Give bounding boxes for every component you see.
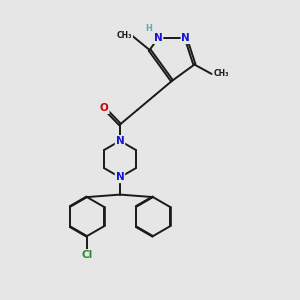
Text: N: N bbox=[154, 33, 163, 43]
Text: CH₃: CH₃ bbox=[117, 31, 132, 40]
Text: O: O bbox=[100, 103, 109, 113]
Text: H: H bbox=[145, 24, 152, 33]
Text: N: N bbox=[116, 172, 124, 182]
Text: N: N bbox=[116, 136, 124, 146]
Text: Cl: Cl bbox=[81, 250, 93, 260]
Text: CH₃: CH₃ bbox=[213, 70, 229, 79]
Text: N: N bbox=[182, 33, 190, 43]
